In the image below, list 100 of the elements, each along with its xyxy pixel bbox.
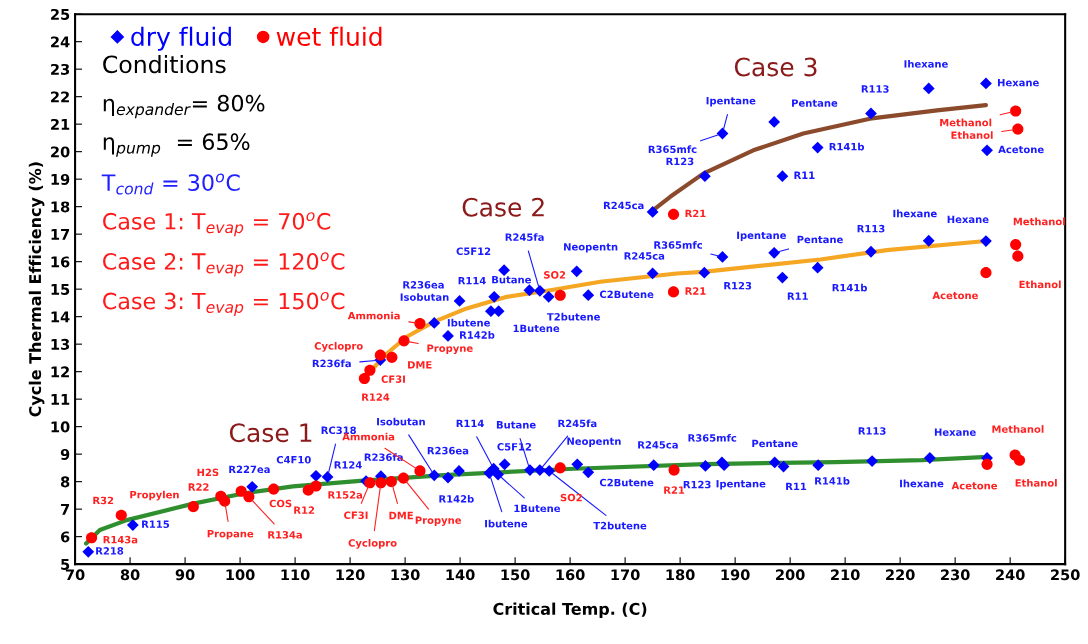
y-tick-label: 24 — [51, 36, 70, 48]
annotation: R11 — [787, 292, 808, 300]
annotation: R11 — [786, 482, 807, 491]
legend-label: dry fluid — [131, 26, 231, 51]
x-tick-label: 220 — [886, 569, 915, 581]
point — [115, 509, 127, 521]
annotation: Ethanol — [951, 131, 993, 139]
annotation: 1Butene — [513, 324, 560, 333]
annotation: R123 — [666, 157, 694, 166]
x-tick-label: 200 — [776, 569, 805, 581]
annotation: R12 — [294, 506, 315, 514]
annotation: Propylen — [130, 490, 179, 501]
annotation: R113 — [858, 427, 886, 435]
annotation: R11 — [794, 171, 815, 179]
annotation: R124 — [362, 393, 390, 401]
annotation: R142b — [460, 331, 495, 339]
annotation: R134a — [268, 531, 302, 539]
annotation: Case 1 — [229, 423, 312, 443]
y-tick-label: 19 — [51, 173, 70, 185]
annotation: Ihexane — [893, 209, 937, 218]
annotation: C2Butene — [599, 478, 654, 487]
annotation: Acetone — [932, 291, 978, 300]
x-tick-label: 120 — [336, 569, 365, 581]
annotation: Acetone — [998, 145, 1044, 154]
point — [554, 462, 566, 474]
x-tick-label: 160 — [556, 569, 585, 581]
annotation: R32 — [93, 496, 114, 505]
y-tick-label: 7 — [61, 504, 70, 515]
point — [375, 477, 387, 489]
y-axis-title: Cycle Thermal Efficiency (%) — [28, 162, 45, 417]
point — [1010, 105, 1022, 117]
point — [1013, 454, 1026, 466]
annotation: Ipentane — [716, 480, 766, 490]
annotation: Ipentane — [706, 97, 756, 107]
annotation: CF3I — [381, 375, 405, 383]
annotation: C4F10 — [276, 455, 311, 464]
point — [1012, 123, 1024, 135]
y-tick-label: 9 — [60, 448, 70, 460]
x-tick-label: 240 — [996, 569, 1025, 581]
annotation: R113 — [857, 224, 885, 233]
y-tick-label: 16 — [51, 256, 70, 268]
annotation: C5F12 — [456, 247, 491, 256]
annotation: Methanol — [992, 425, 1044, 433]
annotation: R141b — [832, 283, 867, 292]
x-tick-label: 140 — [446, 569, 475, 581]
annotation: CF3I — [344, 511, 368, 519]
point — [268, 483, 280, 495]
x-tick-label: 130 — [391, 569, 420, 581]
annotation: Isobutan — [400, 293, 449, 301]
point — [667, 286, 680, 298]
annotation: R124 — [334, 461, 362, 469]
x-tick-label: 190 — [721, 569, 750, 581]
point — [386, 351, 398, 363]
y-tick-label: 20 — [51, 146, 70, 158]
annotation: R114 — [458, 277, 486, 285]
annotation: Propyne — [415, 516, 462, 526]
annotation: R21 — [685, 287, 706, 295]
x-axis-title: Critical Temp. (C) — [493, 602, 647, 619]
annotation: Neopentn — [564, 243, 618, 253]
annotation: Ihexane — [900, 479, 944, 488]
point — [364, 364, 376, 376]
annotation: R245ca — [624, 252, 665, 260]
annotation: SO2 — [560, 493, 582, 502]
annotation: Pentane — [792, 99, 838, 107]
annotation: T$_{cond}$ = 30$^{o}$C — [101, 173, 240, 195]
annotation: Case 3: T$_{evap}$ = 150$^{o}$C — [103, 291, 345, 316]
annotation: R142b — [439, 494, 474, 503]
x-tick-label: 70 — [65, 569, 85, 581]
point — [374, 349, 386, 361]
point — [397, 472, 409, 484]
annotation: R227ea — [229, 465, 270, 474]
annotation: Butane — [496, 421, 536, 429]
annotation: Pentane — [797, 235, 843, 244]
annotation: R245ca — [638, 441, 678, 449]
annotation: Pentane — [752, 439, 798, 448]
y-tick-label: 6 — [60, 531, 70, 543]
x-tick-label: 180 — [666, 569, 695, 581]
x-tick-label: 150 — [501, 569, 530, 581]
x-tick-label: 110 — [281, 569, 310, 581]
annotation: T2butene — [593, 521, 647, 530]
point — [1010, 239, 1022, 251]
annotation: R218 — [96, 547, 124, 555]
y-tick-label: 25 — [51, 8, 70, 20]
annotation: R365mfc — [648, 145, 697, 154]
annotation: Methanol — [940, 118, 992, 127]
annotation: Cyclopro — [314, 341, 363, 352]
annotation: R365mfc — [654, 241, 702, 249]
annotation: T2butene — [546, 312, 600, 321]
y-tick-label: 22 — [51, 91, 69, 103]
y-tick-label: 17 — [51, 229, 70, 240]
annotation: Case 1: T$_{evap}$ = 70$^{o}$C — [103, 212, 331, 237]
annotation: R123 — [683, 480, 711, 489]
annotation: Conditions — [103, 54, 226, 74]
legend-label: wet fluid — [276, 26, 382, 47]
annotation: Ibutene — [485, 519, 528, 528]
annotation: Case 2: T$_{evap}$ = 120$^{o}$C — [103, 252, 345, 277]
y-tick-label: 21 — [51, 118, 70, 130]
annotation: DME — [389, 511, 413, 520]
point — [219, 495, 231, 507]
x-tick-label: 100 — [226, 569, 255, 581]
